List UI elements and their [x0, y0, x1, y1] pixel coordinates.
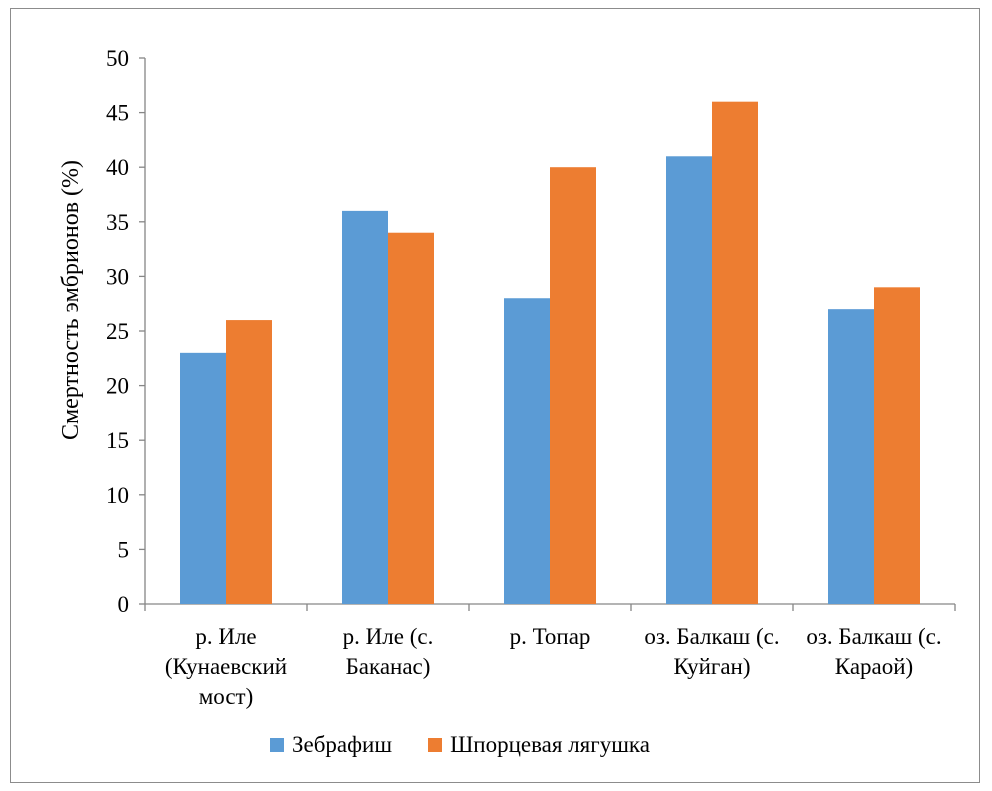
- x-tick-labels: р. Иле (Кунаевский мост) р. Иле (с. Баканас)…: [165, 624, 942, 709]
- y-tick-label: 15: [106, 428, 129, 453]
- legend-item-2: Шпорцевая лягушка: [428, 732, 650, 758]
- x-tick-label: р. Иле (Кунаевский мост): [165, 624, 287, 709]
- bars: [180, 101, 920, 605]
- bar-frog-4: [712, 101, 758, 605]
- x-tick-label: р. Иле (с. Баканас): [343, 624, 434, 679]
- bar-frog-2: [388, 232, 434, 604]
- legend-swatch: [270, 738, 284, 752]
- y-tick-label: 30: [106, 264, 129, 289]
- bar-zebrafish-5: [828, 309, 874, 604]
- y-tick-label: 20: [106, 374, 129, 399]
- chart-frame: [10, 8, 980, 783]
- bar-zebrafish-4: [666, 156, 712, 604]
- legend-label: Шпорцевая лягушка: [450, 732, 650, 757]
- bar-zebrafish-1: [180, 352, 226, 604]
- y-tick-label: 35: [106, 210, 129, 235]
- bar-frog-1: [226, 320, 272, 604]
- axes: 0 5 10 15 20 25 30 35 40 45 50: [106, 46, 956, 617]
- y-tick-label: 10: [106, 483, 129, 508]
- y-tick-label: 25: [106, 319, 129, 344]
- y-tick-label: 50: [106, 46, 129, 71]
- y-tick-label: 45: [106, 101, 129, 126]
- y-axis-label: Смертность эмбрионов (%): [58, 160, 84, 440]
- x-tick-label: р. Топар: [510, 624, 591, 649]
- legend-item-1: Зебрафиш: [270, 732, 392, 758]
- x-tick-label: оз. Балкаш (с. Куйган): [644, 624, 779, 679]
- bar-frog-5: [874, 287, 920, 604]
- y-tick-label: 0: [118, 592, 130, 617]
- x-tick-label: оз. Балкаш (с. Караой): [806, 624, 941, 679]
- legend: Зебрафиш Шпорцевая лягушка: [270, 730, 686, 760]
- legend-label: Зебрафиш: [292, 732, 393, 757]
- y-tick-label: 40: [106, 155, 129, 180]
- bar-zebrafish-3: [504, 298, 550, 604]
- bar-zebrafish-2: [342, 210, 388, 604]
- y-tick-label: 5: [118, 537, 130, 562]
- bar-frog-3: [550, 167, 596, 604]
- legend-swatch: [428, 738, 443, 752]
